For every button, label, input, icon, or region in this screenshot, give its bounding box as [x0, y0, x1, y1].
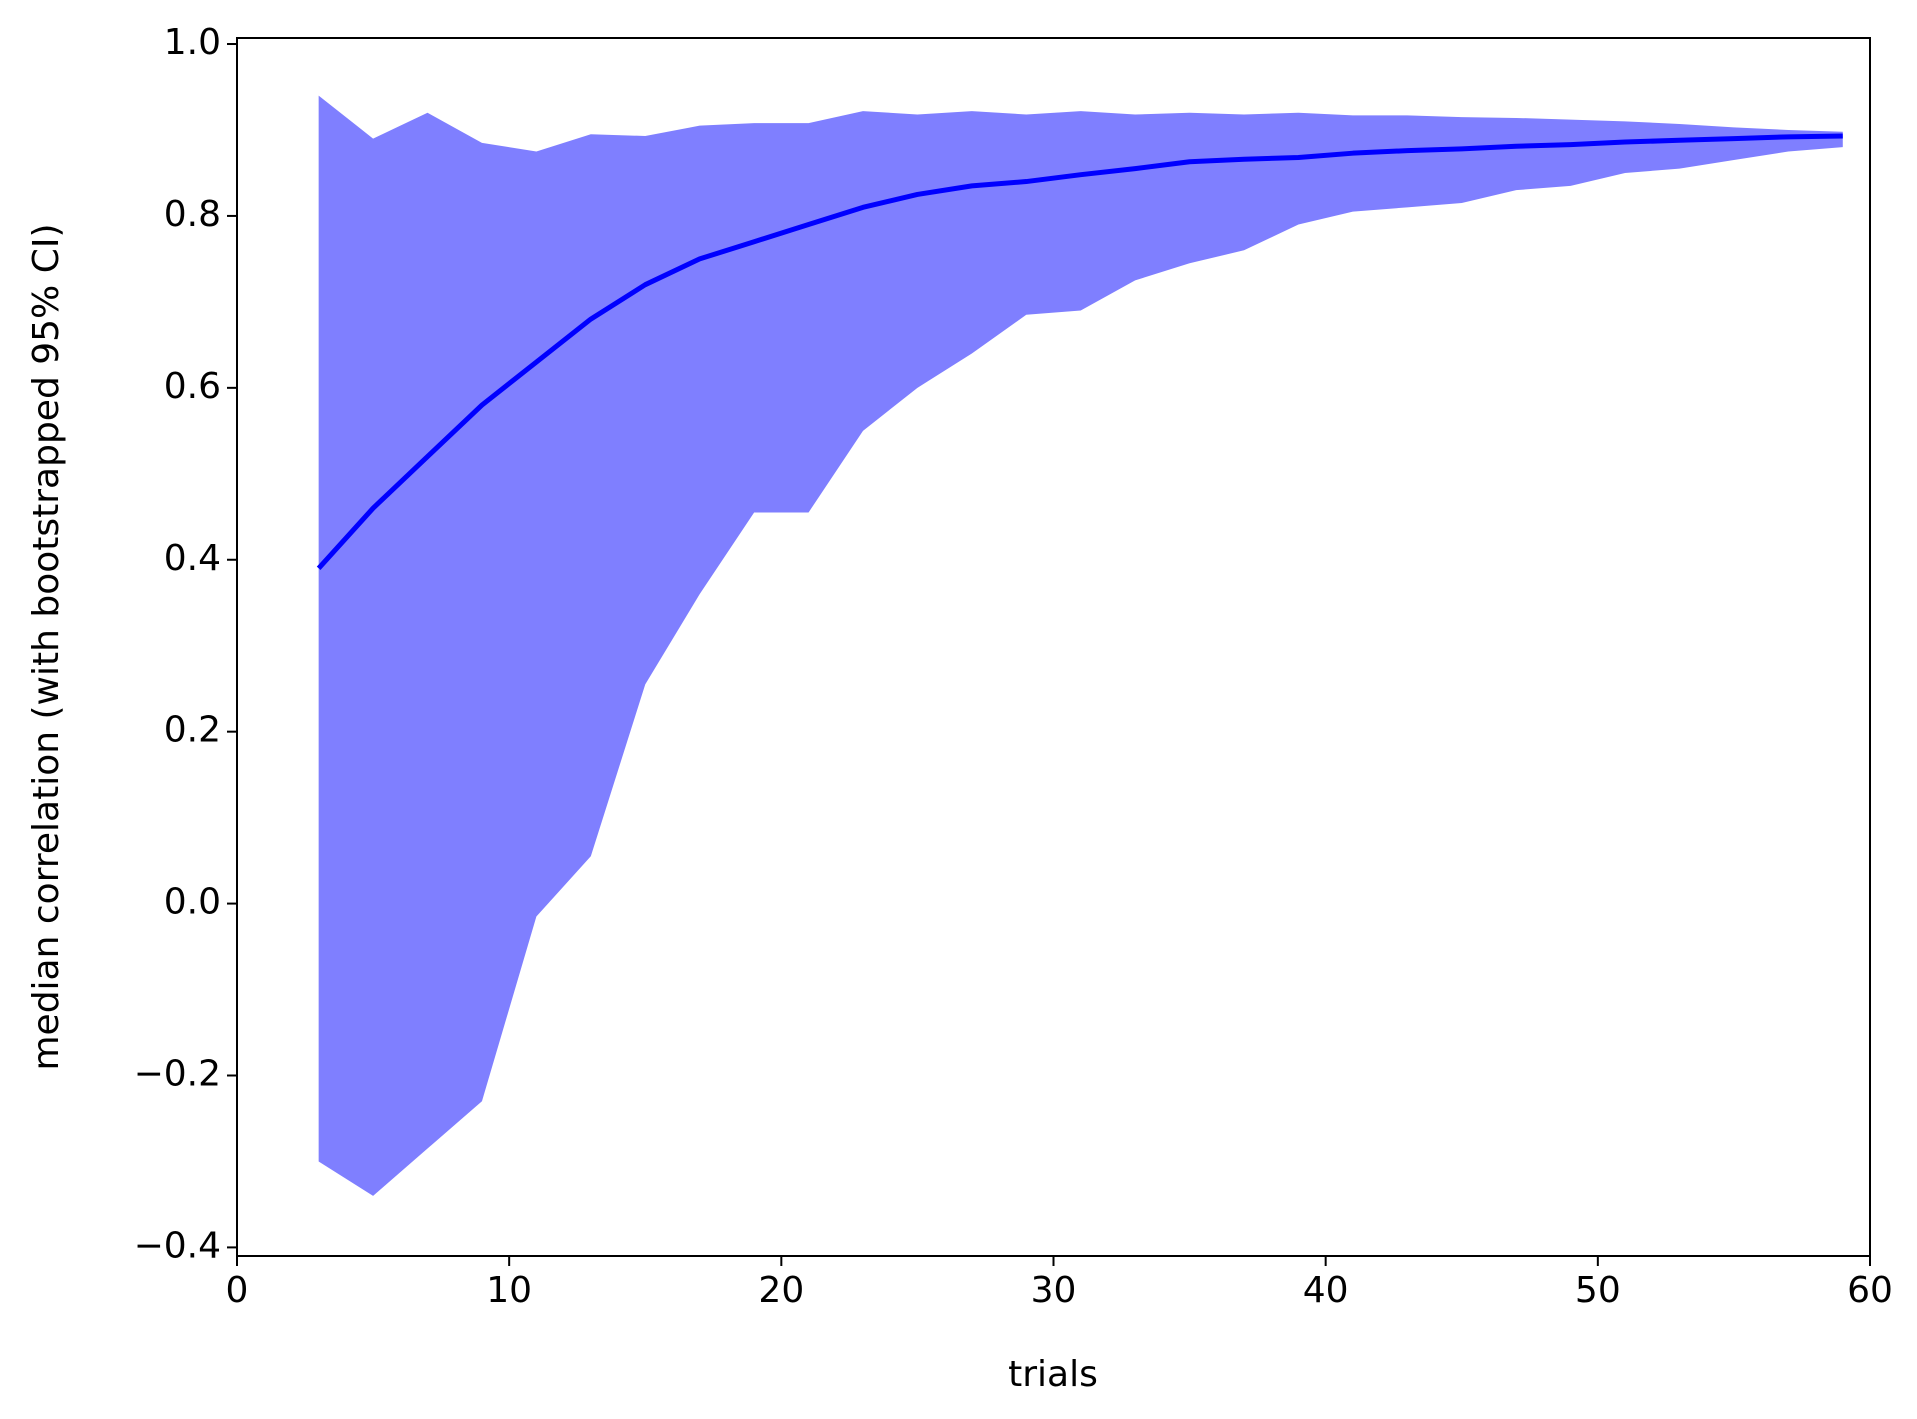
- confidence-band: [318, 95, 1843, 1196]
- y-tick-label: −0.4: [134, 1225, 221, 1266]
- x-tick-label: 10: [486, 1270, 532, 1311]
- y-tick-label: 0.6: [164, 366, 221, 407]
- x-axis-label: trials: [1008, 1354, 1098, 1395]
- y-tick-label: 1.0: [164, 22, 221, 63]
- y-axis-label: median correlation (with bootstrapped 95…: [26, 223, 67, 1070]
- y-tick-label: 0.0: [164, 882, 221, 923]
- y-tick-label: −0.2: [134, 1053, 221, 1094]
- y-tick-label: 0.2: [164, 710, 221, 751]
- x-tick-label: 20: [758, 1270, 804, 1311]
- y-tick-label: 0.8: [164, 194, 221, 235]
- median-line: [316, 133, 1843, 571]
- x-tick-label: 40: [1303, 1270, 1349, 1311]
- x-tick-label: 0: [226, 1270, 249, 1311]
- x-tick-label: 30: [1031, 1270, 1077, 1311]
- x-tick-label: 60: [1847, 1270, 1893, 1311]
- y-tick-label: 0.4: [164, 538, 221, 579]
- x-tick-label: 50: [1575, 1270, 1621, 1311]
